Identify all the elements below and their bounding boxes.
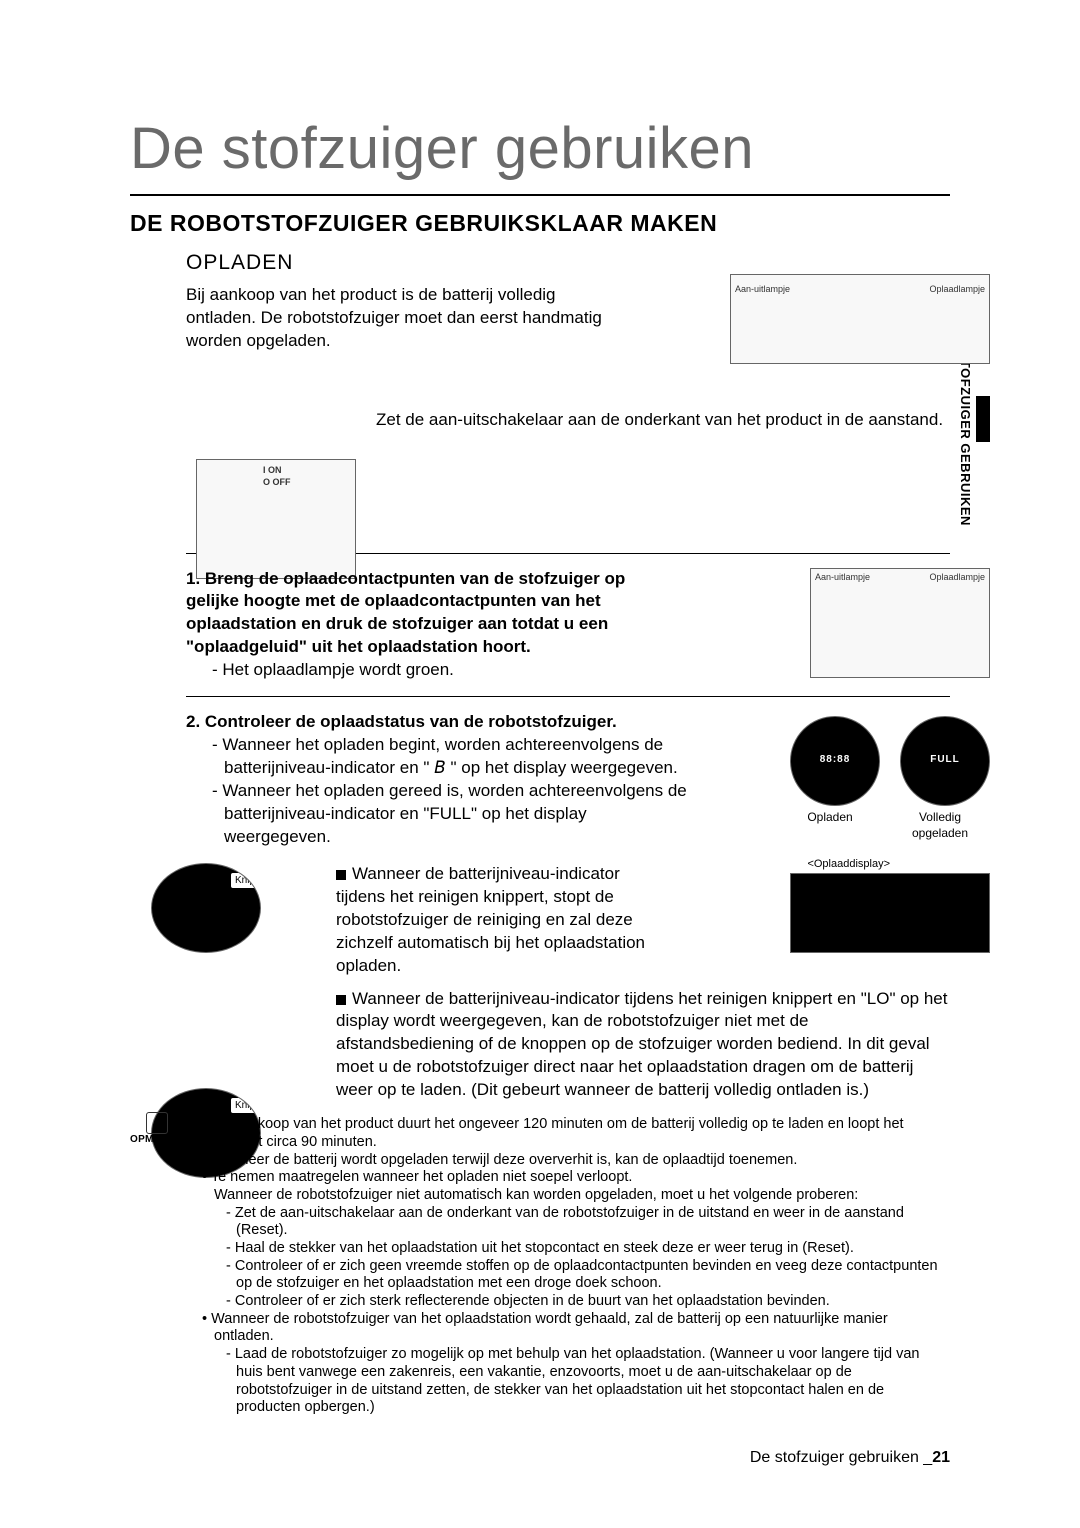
label-oplaadlampje-2: Oplaadlampje xyxy=(929,571,985,583)
step-2-bold: 2. Controleer de oplaadstatus van de rob… xyxy=(186,711,656,734)
caption-volledig: Volledig opgeladen xyxy=(890,809,990,841)
divider-2 xyxy=(186,696,950,697)
knippert-tag-2: Knippert xyxy=(230,1097,261,1115)
intro-block: Aan-uitlampje Oplaadlampje Bij aankoop v… xyxy=(186,284,950,539)
cap-opladen-gereed: Opladen gereed xyxy=(795,936,867,950)
label-oplaadlampje: Oplaadlampje xyxy=(929,283,985,295)
bullet-block-2-wrap: Knippert Wanneer de batterijniveau-indic… xyxy=(186,988,950,1103)
page-footer: De stofzuiger gebruiken _21 xyxy=(130,1447,950,1469)
footer-page-number: 21 xyxy=(932,1449,950,1466)
note-3: • Te nemen maatregelen wanneer het oplad… xyxy=(202,1169,950,1311)
diagram-bottom-switch: I ON O OFF xyxy=(196,459,356,579)
note-section: OPMERKING • Na aankoop van het product d… xyxy=(186,1116,950,1417)
oplaaddisplay-panel: Opladen gereed Opladen Opladen vereist xyxy=(790,873,990,953)
note-4: • Wanneer de robotstofzuiger van het opl… xyxy=(202,1311,950,1417)
cap-opladen: Opladen xyxy=(872,936,910,950)
caption-opladen: Opladen xyxy=(790,809,870,825)
section-title: DE ROBOTSTOFZUIGER GEBRUIKSKLAAR MAKEN xyxy=(130,208,950,239)
display-charging-icon: 88:88 xyxy=(790,716,880,806)
bullet-2: Wanneer de batterijniveau-indicator tijd… xyxy=(336,988,950,1103)
step-1-bold: 1. Breng de oplaadcontactpunten van de s… xyxy=(186,568,656,660)
switch-labels: I ON O OFF xyxy=(263,464,291,488)
note-2: • Wanneer de batterij wordt opgeladen te… xyxy=(202,1152,950,1170)
note-label: OPMERKING xyxy=(130,1134,194,1146)
intro-text: Bij aankoop van het product is de batter… xyxy=(186,284,616,353)
step-2-block: 88:88 FULL Opladen Volledig opgeladen 2.… xyxy=(186,711,950,849)
note-3d: - Controleer of er zich sterk reflectere… xyxy=(226,1293,950,1311)
display-blink-1: Knippert xyxy=(151,863,261,953)
square-bullet-icon xyxy=(336,870,346,880)
diagram-charger-top: Aan-uitlampje Oplaadlampje xyxy=(730,274,990,364)
cap-opladen-vereist: Opladen vereist xyxy=(915,936,985,950)
bullet-block-1-wrap: Knippert <Oplaaddisplay> Opladen gereed … xyxy=(186,863,950,978)
side-tab-marker xyxy=(976,396,990,442)
display-full-icon: FULL xyxy=(900,716,990,806)
note-icon xyxy=(146,1112,168,1134)
bullet-1: Wanneer de batterijniveau-indicator tijd… xyxy=(336,863,646,978)
oplaaddisplay-title: <Oplaaddisplay> xyxy=(807,857,890,872)
switch-instruction: Zet de aan-uitschakelaar aan de onderkan… xyxy=(376,409,950,432)
label-aan-uitlampje-2: Aan-uitlampje xyxy=(815,571,870,583)
footer-text: De stofzuiger gebruiken _ xyxy=(750,1449,932,1466)
note-3a: - Zet de aan-uitschakelaar aan de onderk… xyxy=(226,1205,950,1240)
note-3c: - Controleer of er zich geen vreemde sto… xyxy=(226,1258,950,1293)
label-aan-uitlampje: Aan-uitlampje xyxy=(735,283,790,295)
diagram-dock-side: Aan-uitlampje Oplaadlampje xyxy=(810,568,990,678)
note-1: • Na aankoop van het product duurt het o… xyxy=(202,1116,950,1151)
step-1-block: Aan-uitlampje Oplaadlampje 1. Breng de o… xyxy=(186,568,950,683)
square-bullet-icon-2 xyxy=(336,995,346,1005)
note-4a: - Laad de robotstofzuiger zo mogelijk op… xyxy=(226,1346,950,1417)
page-main-title: De stofzuiger gebruiken xyxy=(130,110,950,196)
step-2-b: - Wanneer het opladen gereed is, worden … xyxy=(212,780,692,849)
note-3b: - Haal de stekker van het oplaadstation … xyxy=(226,1240,950,1258)
knippert-tag-1: Knippert xyxy=(230,872,261,890)
step-2-a: - Wanneer het opladen begint, worden ach… xyxy=(212,734,692,780)
note-3-intro: Wanneer de robotstofzuiger niet automati… xyxy=(214,1187,950,1205)
